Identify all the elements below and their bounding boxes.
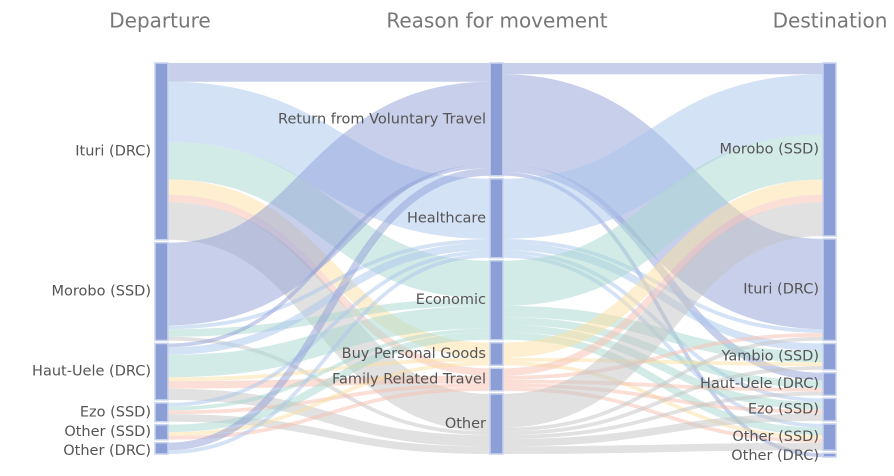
node-label: Return from Voluntary Travel bbox=[278, 111, 486, 127]
node-label: Healthcare bbox=[407, 210, 486, 226]
flow bbox=[502, 391, 824, 439]
flow bbox=[167, 168, 491, 451]
node bbox=[154, 241, 169, 342]
flow bbox=[167, 328, 491, 411]
node-label: Buy Personal Goods bbox=[342, 346, 486, 362]
node-label: Ituri (DRC) bbox=[743, 282, 819, 298]
node-label: Other bbox=[445, 416, 486, 432]
flow bbox=[502, 317, 824, 388]
node-label: Other (SSD) bbox=[64, 424, 151, 440]
node bbox=[822, 452, 837, 458]
node-label: Economic bbox=[416, 292, 486, 308]
node bbox=[489, 178, 504, 259]
node bbox=[822, 397, 837, 422]
node-label: Ituri (DRC) bbox=[75, 143, 151, 159]
flow bbox=[167, 238, 491, 330]
node bbox=[822, 423, 837, 451]
flow bbox=[167, 414, 491, 454]
node bbox=[489, 367, 504, 392]
flow bbox=[502, 134, 824, 306]
flow bbox=[167, 242, 491, 355]
node bbox=[154, 423, 169, 441]
labels: Departure Ituri (DRC) Morobo (SSD) Haut-Uel… bbox=[32, 9, 887, 465]
flow bbox=[166, 81, 492, 326]
flow bbox=[167, 298, 491, 337]
node bbox=[154, 62, 169, 241]
column-title: Reason for movement bbox=[386, 9, 607, 33]
node-label: Ezo (SSD) bbox=[748, 402, 819, 418]
flow bbox=[502, 336, 824, 432]
nodes bbox=[154, 62, 837, 458]
node-label: Morobo (SSD) bbox=[720, 141, 819, 157]
flow bbox=[502, 332, 824, 380]
node-label: Morobo (SSD) bbox=[52, 284, 151, 300]
node-label: Other (DRC) bbox=[731, 448, 819, 464]
flow bbox=[502, 442, 824, 454]
node-label: Haut-Uele (DRC) bbox=[700, 376, 819, 392]
flow bbox=[167, 305, 491, 378]
node bbox=[822, 372, 837, 397]
node bbox=[489, 260, 504, 341]
node bbox=[154, 402, 169, 423]
node bbox=[822, 238, 837, 342]
node bbox=[822, 62, 837, 237]
flow bbox=[502, 179, 824, 358]
node-label: Other (SSD) bbox=[732, 429, 819, 445]
node bbox=[489, 341, 504, 367]
column-title: Departure bbox=[109, 9, 210, 33]
node-label: Yambio (SSD) bbox=[721, 349, 819, 365]
flow bbox=[502, 324, 824, 410]
node bbox=[489, 393, 504, 455]
flow bbox=[167, 250, 491, 407]
node bbox=[822, 342, 837, 371]
node bbox=[489, 62, 504, 177]
flow bbox=[502, 202, 824, 428]
flow bbox=[167, 332, 491, 433]
node-label: Haut-Uele (DRC) bbox=[32, 364, 151, 380]
flow bbox=[502, 366, 824, 436]
column-title: Destination bbox=[773, 9, 888, 33]
flow bbox=[167, 254, 491, 454]
node-label: Other (DRC) bbox=[63, 443, 151, 459]
flow bbox=[502, 74, 824, 239]
node-label: Ezo (SSD) bbox=[80, 404, 151, 420]
flow bbox=[502, 194, 824, 376]
flow bbox=[502, 413, 824, 447]
node bbox=[154, 441, 169, 455]
links bbox=[166, 62, 825, 457]
node-label: Family Related Travel bbox=[332, 372, 486, 388]
node bbox=[154, 342, 169, 401]
flow bbox=[167, 164, 491, 348]
